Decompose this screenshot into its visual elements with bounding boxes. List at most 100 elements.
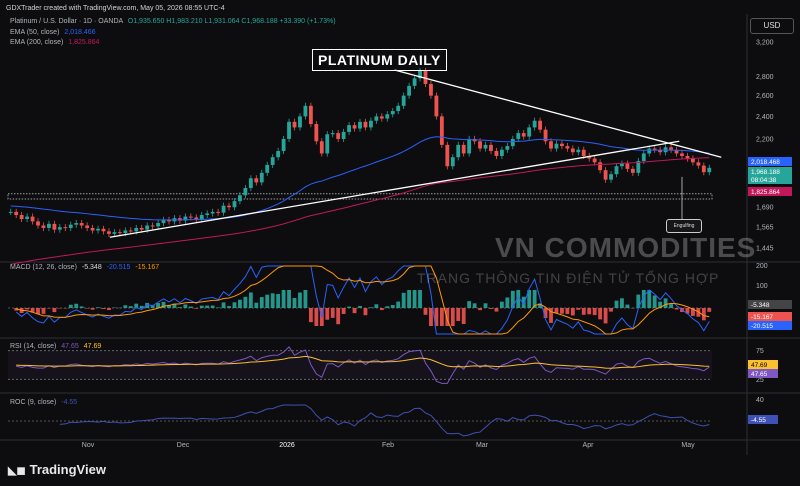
price-label-text: 08:04:38: [751, 177, 777, 184]
candle-body: [123, 230, 128, 233]
price-tick-label: 1,690: [756, 205, 774, 212]
macd-histogram-bar: [401, 292, 406, 308]
candle-body: [407, 85, 412, 96]
rsi-legend: RSI (14, close) 47.65 47.69: [10, 343, 101, 350]
macd-histogram-bar: [188, 306, 193, 308]
macd-histogram-bar: [587, 308, 592, 315]
ema50-value: 2,018.466: [64, 29, 96, 36]
macd-histogram-bar: [161, 301, 166, 308]
watermark-name: VN COMMODITIES: [495, 232, 757, 263]
rsi-price-label-bg: [748, 369, 778, 378]
candle-body: [52, 223, 57, 230]
macd-histogram-bar: [145, 302, 150, 308]
macd-histogram-bar: [592, 308, 597, 316]
macd-histogram-bar: [609, 308, 613, 312]
macd-histogram-bar: [281, 290, 286, 308]
price-label-text: 1,968.188: [751, 169, 780, 176]
macd-histogram-bar: [172, 303, 177, 308]
rsi-value: 47.65: [61, 343, 79, 350]
candle-body: [14, 211, 19, 216]
candle-body: [96, 228, 100, 231]
macd-histogram-bar: [434, 308, 439, 326]
macd-histogram-bar: [390, 305, 395, 308]
candle-body: [188, 216, 193, 218]
price-label-text: 2,018.468: [751, 159, 780, 166]
candle-body: [696, 162, 701, 166]
candle-body: [707, 167, 712, 173]
roc-value: -4.55: [61, 399, 78, 406]
candle-body: [641, 153, 646, 162]
macd-histogram-bar: [439, 308, 444, 326]
macd-histogram-bar: [150, 304, 155, 308]
price-tick-label: 2,400: [756, 114, 774, 121]
candle-body: [194, 217, 199, 219]
candle-body: [609, 174, 613, 180]
ema50-label: EMA (50, close): [10, 29, 60, 36]
tv-logo-icon: ◣◼: [8, 465, 26, 477]
macd-histogram-bar: [85, 308, 90, 309]
candle-body: [128, 230, 133, 232]
candle-body: [205, 213, 210, 216]
candle-body: [358, 121, 362, 129]
candle-body: [390, 111, 395, 115]
macd-histogram-bar: [549, 308, 553, 323]
macd-histogram-bar: [41, 308, 46, 314]
candle-body: [336, 133, 341, 139]
macd-histogram-bar: [489, 308, 493, 309]
macd-histogram-bar: [210, 305, 215, 308]
macd-histogram-bar: [418, 290, 422, 308]
macd-histogram-bar: [298, 292, 302, 308]
macd-histogram-bar: [216, 307, 221, 309]
candle-body: [30, 216, 35, 222]
macd-histogram-bar: [341, 308, 346, 314]
candle-body: [19, 215, 24, 219]
roc-price-label-bg: [748, 415, 778, 424]
candle-body: [685, 155, 690, 159]
candle-body: [101, 228, 106, 232]
candle-body: [281, 138, 286, 151]
macd-histogram-bar: [636, 294, 641, 308]
candle-body: [183, 216, 188, 221]
rsi-ma-line: [16, 355, 710, 369]
macd-histogram-bar: [63, 308, 68, 309]
symbol-legend: Platinum / U.S. Dollar · 1D · OANDA O1,9…: [10, 18, 336, 25]
candle-body: [467, 138, 472, 154]
macd-histogram-bar: [423, 308, 428, 315]
candle-body: [248, 178, 253, 189]
candle-body: [510, 138, 515, 147]
macd-legend: MACD (12, 26, close) -5.348 -20.515 -15.…: [10, 264, 159, 271]
candle-body: [90, 227, 95, 231]
ema200-label: EMA (200, close): [10, 39, 64, 46]
candle-body: [554, 143, 559, 149]
candle-body: [674, 149, 679, 154]
candle-body: [85, 225, 90, 228]
candle-body: [483, 144, 488, 149]
macd-histogram-bar: [352, 308, 357, 314]
x-tick-label: Feb: [382, 442, 394, 449]
candle-body: [139, 227, 144, 230]
currency-selector[interactable]: USD: [750, 18, 794, 34]
candle-body: [68, 224, 73, 228]
macd-histogram-bar: [227, 306, 231, 308]
macd-histogram-bar: [243, 296, 248, 308]
rsi-ma-value: 47.69: [83, 343, 102, 350]
candle-body: [57, 227, 62, 230]
rsi-tick-label: 75: [756, 348, 764, 355]
ohlc-values: O1,935.650 H1,983.210 L1,931.064 C1,968.…: [127, 18, 336, 25]
candle-body: [587, 155, 592, 159]
macd-histogram-bar: [505, 297, 510, 308]
macd-histogram-bar: [330, 308, 335, 318]
tradingview-brand[interactable]: ◣◼ TradingView: [8, 462, 106, 477]
ema50-legend: EMA (50, close) 2,018.466: [10, 29, 96, 36]
macd-price-label-bg: [748, 300, 792, 309]
roc-tick-label: 40: [756, 397, 764, 404]
macd-histogram-bar: [303, 290, 308, 308]
ema200-legend: EMA (200, close) 1,825.864: [10, 39, 99, 46]
macd-histogram-bar: [36, 308, 40, 315]
rsi-price-label-text: 47.69: [751, 362, 768, 369]
macd-histogram-bar: [527, 290, 532, 308]
x-tick-label: Mar: [476, 442, 489, 449]
macd-histogram-bar: [478, 308, 482, 311]
price-label-text: 1,825.864: [751, 189, 780, 196]
candle-body: [538, 120, 543, 130]
